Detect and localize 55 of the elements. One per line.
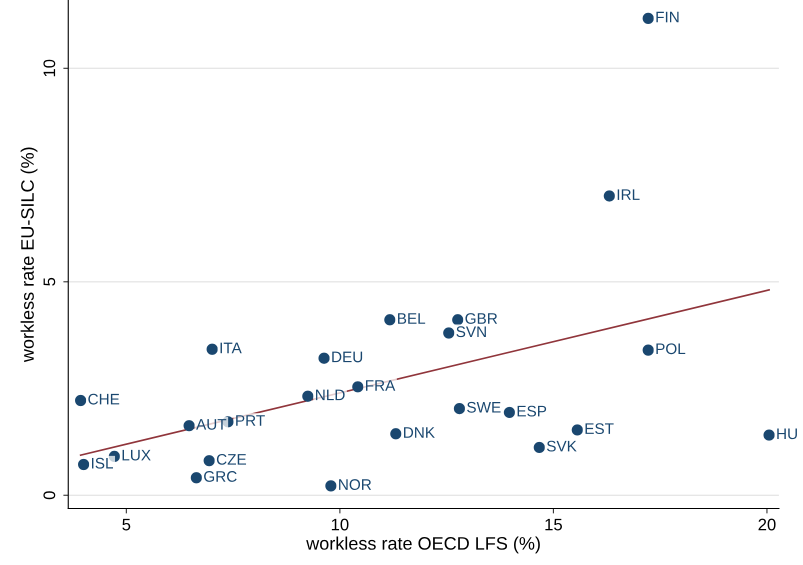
annotation: CHE	[88, 394, 120, 405]
point	[190, 472, 202, 484]
annotation: CZE	[216, 454, 246, 465]
annotation: ISL	[92, 458, 113, 469]
annotation: PRT	[236, 415, 265, 426]
point	[604, 190, 615, 202]
point	[504, 406, 516, 418]
annotation: ITA	[220, 342, 242, 354]
point	[204, 455, 215, 466]
x-tick-label: 10	[332, 518, 348, 530]
point	[452, 314, 464, 326]
x-tick-label: 20	[758, 518, 776, 530]
x-axis-title: workless rate OECD LFS (%)	[306, 536, 540, 554]
point	[75, 394, 86, 406]
annotation: BEL	[398, 313, 426, 324]
point	[454, 402, 466, 414]
point	[318, 352, 330, 364]
annotation: AUT	[196, 419, 226, 430]
point	[352, 381, 364, 392]
point	[325, 480, 337, 492]
annotation: EST	[586, 423, 614, 434]
annotation: NLD	[316, 390, 345, 400]
point	[443, 327, 454, 339]
point	[384, 314, 396, 326]
point	[302, 390, 314, 402]
y-tick-label: 5	[44, 278, 56, 286]
annotation: GBR	[465, 313, 498, 324]
point	[534, 442, 545, 454]
point	[390, 428, 402, 440]
y-axis-title: workless rate EU-SILC (%)	[20, 148, 38, 362]
point	[642, 12, 654, 24]
annotation: IRL	[618, 189, 640, 200]
point	[184, 420, 195, 432]
annotation: POL	[656, 343, 686, 354]
annotation: SWE	[467, 402, 501, 413]
annotation: FIN	[656, 12, 679, 22]
annotation: HU	[777, 428, 797, 440]
annotation: FRA	[366, 380, 396, 391]
annotation: GRC	[204, 471, 237, 482]
annotation: DNK	[404, 427, 435, 438]
point	[78, 458, 90, 470]
point	[206, 344, 218, 355]
annotation: ESP	[518, 406, 546, 417]
annotation: SVK	[546, 440, 577, 452]
point	[763, 429, 775, 441]
point	[572, 424, 583, 436]
point	[642, 344, 654, 356]
annotation: SVN	[456, 326, 486, 338]
x-tick-label: 5	[122, 518, 130, 530]
annotation: NOR	[339, 479, 372, 490]
annotation: LUX	[122, 450, 151, 461]
x-tick-label: 15	[545, 518, 562, 530]
y-tick-label: 10	[43, 60, 56, 76]
y-tick-label: 0	[43, 491, 56, 500]
annotation: DEU	[332, 352, 362, 362]
